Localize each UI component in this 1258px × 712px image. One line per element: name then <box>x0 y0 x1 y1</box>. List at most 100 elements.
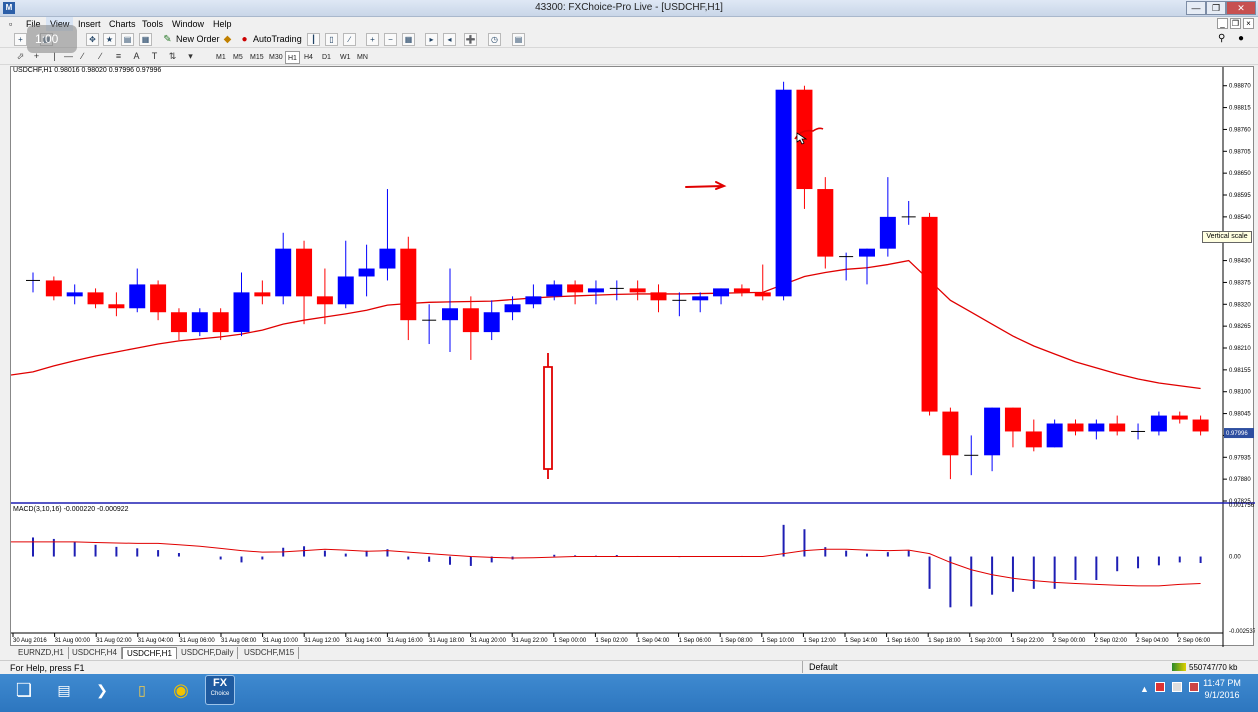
clock-date[interactable]: 9/1/2016 <box>1204 690 1240 700</box>
candle <box>1109 415 1126 436</box>
trendline-icon[interactable]: ∕ <box>81 51 84 61</box>
mdi-minimize-button[interactable]: _ <box>1217 18 1228 29</box>
user-icon[interactable]: ● <box>1238 33 1245 44</box>
horizontal-line-icon[interactable]: — <box>64 51 73 61</box>
autotrading-icon[interactable]: ● <box>241 34 248 45</box>
mdi-restore-button[interactable]: ❐ <box>1230 18 1241 29</box>
tab-usdchf-h4[interactable]: USDCHF,H4 <box>68 647 122 659</box>
time-tick-label: 31 Aug 16:00 <box>387 638 423 644</box>
candle <box>400 236 417 341</box>
terminal-icon[interactable]: ▦ <box>139 33 152 46</box>
tab-usdchf-daily[interactable]: USDCHF,Daily <box>177 647 239 659</box>
fxchoice-icon[interactable]: FX Choice <box>205 675 235 705</box>
crosshair-icon[interactable]: + <box>33 51 40 61</box>
time-tick-label: 1 Sep 18:00 <box>928 638 961 644</box>
periods-icon[interactable]: ◷ <box>488 33 501 46</box>
tray-arrow-icon[interactable]: ▲ <box>1140 684 1149 694</box>
candle <box>796 85 813 209</box>
timeframe-w1[interactable]: W1 <box>340 54 351 61</box>
menu-charts[interactable]: Charts <box>109 19 136 29</box>
new-chart-icon[interactable]: + <box>14 33 27 46</box>
candle <box>358 244 375 297</box>
candle-body <box>87 292 104 305</box>
tray-network-icon[interactable] <box>1172 682 1182 692</box>
bar-chart-icon[interactable]: ┃ <box>307 33 320 46</box>
minimize-icon[interactable]: — <box>1186 1 1206 15</box>
candle <box>901 200 916 225</box>
candle <box>504 296 521 321</box>
zoom-out-icon[interactable]: − <box>384 33 397 46</box>
timeframe-m30[interactable]: M30 <box>269 54 283 61</box>
time-tick-label: 31 Aug 10:00 <box>263 638 299 644</box>
text-label-icon[interactable]: T <box>151 51 158 61</box>
new-order-button[interactable]: New Order <box>176 34 220 44</box>
time-tick-label: 1 Sep 20:00 <box>970 638 1003 644</box>
chart-shift-icon[interactable]: ◂ <box>443 33 456 46</box>
chart-window[interactable]: 0.98870 0.98815 0.98760 0.98705 0.98650 0.985… <box>10 66 1255 647</box>
menu-tools[interactable]: Tools <box>142 19 164 29</box>
timeframe-h1[interactable]: H1 <box>285 51 300 64</box>
candle-body <box>1067 423 1084 432</box>
timeframe-mn[interactable]: MN <box>357 54 368 61</box>
navigator-icon[interactable]: ★ <box>103 33 116 46</box>
candle-body <box>525 296 542 305</box>
tray-volume-icon[interactable] <box>1189 682 1199 692</box>
new-order-icon[interactable]: ✎ <box>163 34 172 45</box>
cursor-icon[interactable]: ⬀ <box>16 51 25 61</box>
zoom-in-icon[interactable]: + <box>366 33 379 46</box>
chrome-icon[interactable]: ◉ <box>173 680 189 700</box>
vertical-scale-tooltip: Vertical scale <box>1202 231 1252 243</box>
tab-eurnzd-h1[interactable]: EURNZD,H1 <box>14 647 69 659</box>
powershell-icon[interactable]: ❯ <box>96 682 108 698</box>
maximize-icon[interactable]: ❐ <box>1206 1 1226 15</box>
price-tick-label: 0.98155 <box>1229 368 1251 374</box>
timeframe-m5[interactable]: M5 <box>233 54 243 61</box>
text-icon[interactable]: A <box>133 51 140 61</box>
timeframe-m1[interactable]: M1 <box>216 54 226 61</box>
vertical-line-icon[interactable]: | <box>53 51 56 61</box>
arrows-icon[interactable]: ⇅ <box>168 51 177 61</box>
candle <box>26 272 40 293</box>
search-icon[interactable]: ⚲ <box>1218 33 1226 44</box>
candle <box>1192 415 1209 436</box>
time-tick-label: 31 Aug 12:00 <box>304 638 340 644</box>
autotrading-button[interactable]: AutoTrading <box>253 34 302 44</box>
menu-file[interactable]: File <box>26 19 41 29</box>
menu-window[interactable]: Window <box>172 19 205 29</box>
tab-usdchf-h1[interactable]: USDCHF,H1 <box>122 647 177 659</box>
menu-help[interactable]: Help <box>213 19 232 29</box>
menu-insert[interactable]: Insert <box>78 19 101 29</box>
metaeditor-icon[interactable]: ◆ <box>223 34 232 45</box>
candle-body <box>462 308 479 333</box>
timeframe-h4[interactable]: H4 <box>304 54 313 61</box>
chart-canvas[interactable]: 0.98870 0.98815 0.98760 0.98705 0.98650 0.985… <box>11 67 1255 647</box>
fibonacci-icon[interactable]: ≡ <box>115 51 122 61</box>
candle <box>733 284 750 297</box>
mdi-close-button[interactable]: × <box>1243 18 1254 29</box>
indicators-icon[interactable]: ➕ <box>464 33 477 46</box>
clock-time[interactable]: 11:47 PM <box>1203 678 1241 688</box>
timeframe-d1[interactable]: D1 <box>322 54 331 61</box>
line-chart-icon[interactable]: ∕ <box>343 33 356 46</box>
auto-scroll-icon[interactable]: ▸ <box>425 33 438 46</box>
file-explorer-icon[interactable]: ▯ <box>138 682 146 698</box>
shapes-icon[interactable]: ▾ <box>188 51 193 61</box>
timeframe-m15[interactable]: M15 <box>250 54 264 61</box>
market-watch-icon[interactable]: ▤ <box>121 33 134 46</box>
mt4-icon[interactable]: M <box>3 2 15 14</box>
tray-flag-icon[interactable] <box>1155 682 1165 692</box>
fx-label: FX <box>212 677 228 689</box>
channel-icon[interactable]: ∕ <box>99 51 102 61</box>
candle <box>587 280 604 305</box>
templates-icon[interactable]: ▤ <box>512 33 525 46</box>
price-tick-label: 0.97880 <box>1229 477 1251 483</box>
close-icon[interactable]: ✕ <box>1226 1 1256 15</box>
start-icon[interactable]: ❏ <box>15 680 33 700</box>
tab-usdchf-m15[interactable]: USDCHF,M15 <box>240 647 300 659</box>
crosshair-move-icon[interactable]: ✥ <box>86 33 99 46</box>
candlestick-chart-icon[interactable]: ▯ <box>325 33 338 46</box>
server-manager-icon[interactable]: ▤ <box>57 682 71 698</box>
tile-windows-icon[interactable]: ▦ <box>402 33 415 46</box>
time-tick-label: 30 Aug 2016 <box>13 638 47 644</box>
help-text: For Help, press F1 <box>10 663 85 673</box>
